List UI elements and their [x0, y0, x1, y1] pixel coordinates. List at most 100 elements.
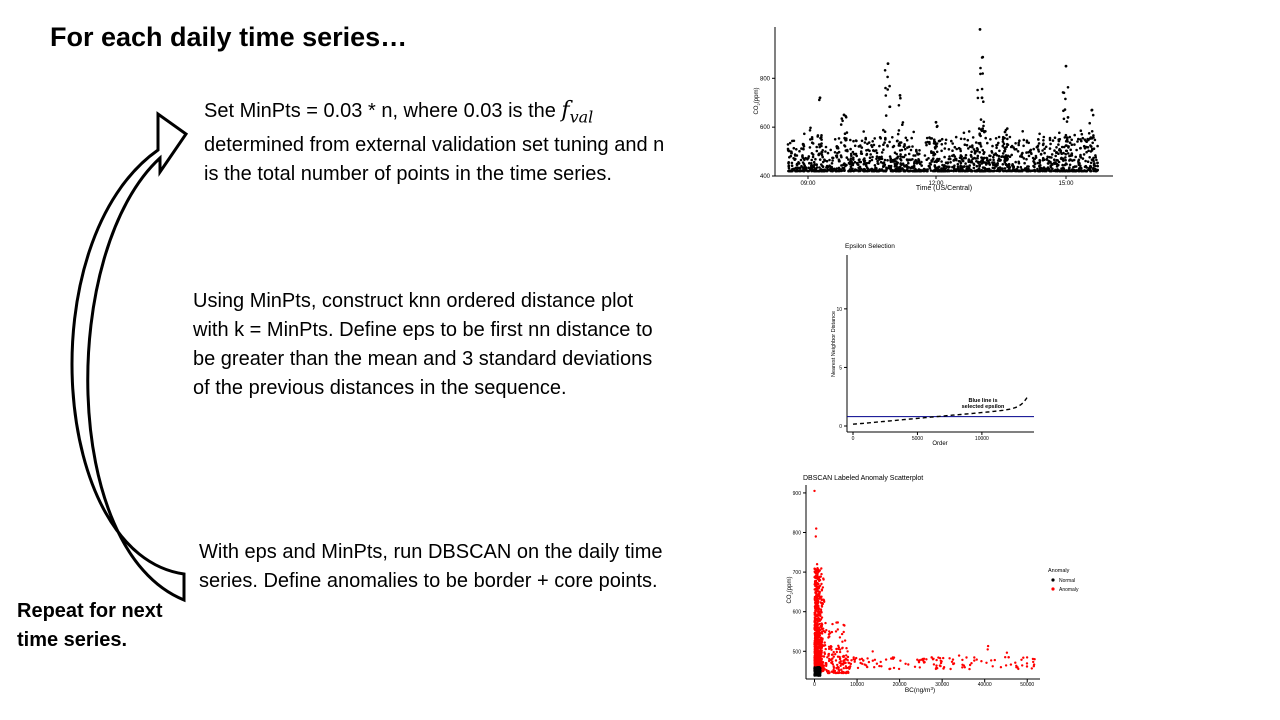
c1-point	[893, 162, 897, 166]
c1-point	[959, 160, 962, 163]
c1-point	[1073, 133, 1076, 137]
c3-point-anomaly	[820, 665, 823, 668]
c1-point	[1034, 156, 1038, 159]
c1-point	[895, 157, 898, 160]
c1-point	[1068, 166, 1071, 169]
c1-y-label-main: CO	[754, 105, 760, 114]
c1-point	[967, 147, 970, 150]
c1-point	[813, 169, 816, 173]
c1-point	[935, 159, 938, 162]
c1-point	[980, 56, 984, 59]
c1-point	[848, 168, 852, 171]
c3-point-anomaly	[816, 586, 819, 590]
c3-point-anomaly	[825, 629, 828, 632]
c1-point	[925, 136, 929, 140]
c1-point	[845, 137, 848, 140]
c1-point	[897, 104, 901, 107]
c3-point-anomaly	[837, 668, 840, 671]
c1-point	[798, 149, 801, 153]
c3-point-anomaly	[935, 664, 938, 667]
c1-point	[1026, 168, 1030, 171]
c1-point	[867, 169, 871, 173]
c1-point	[839, 141, 843, 144]
c1-point	[1001, 140, 1005, 143]
c1-point	[924, 168, 928, 171]
c1-point	[872, 149, 875, 152]
c1-point	[1068, 141, 1072, 144]
c1-point	[898, 94, 902, 97]
c1-point	[912, 164, 916, 167]
c3-point-anomaly	[814, 609, 818, 612]
c1-point	[1092, 163, 1096, 167]
c1-point	[843, 169, 846, 172]
c1-point	[810, 162, 813, 165]
c1-point	[899, 162, 902, 165]
c1-x-label: Time (US/Central)	[916, 185, 972, 192]
c1-point	[1022, 144, 1025, 148]
c1-point	[1070, 143, 1074, 146]
c1-point	[839, 123, 843, 126]
c1-point	[831, 159, 834, 162]
c2-annotation-line2: selected epsilon	[962, 404, 1005, 410]
c3-point-anomaly	[871, 659, 874, 662]
c1-point	[884, 94, 888, 97]
c1-point	[1045, 158, 1049, 161]
c1-point	[913, 169, 917, 173]
c3-x-tick-label: 30000	[935, 682, 949, 688]
c1-point	[986, 141, 989, 145]
c1-point	[884, 114, 888, 117]
c3-point-anomaly	[814, 614, 817, 617]
c1-point	[1089, 169, 1093, 173]
c3-point-anomaly	[942, 656, 945, 660]
c2-annotation-line1: Blue line is	[968, 398, 997, 404]
c1-point	[1080, 139, 1083, 143]
c3-point-anomaly	[834, 653, 837, 656]
c1-point	[1064, 158, 1067, 162]
c1-point	[953, 164, 956, 167]
c3-point-anomaly	[845, 658, 848, 661]
c1-point	[998, 149, 1001, 153]
c1-point	[925, 143, 928, 147]
c1-point	[1057, 160, 1061, 164]
c3-point-anomaly	[830, 630, 834, 634]
c1-point	[883, 69, 887, 72]
c3-point-anomaly	[842, 667, 845, 670]
c1-point	[905, 138, 909, 142]
c1-point	[842, 113, 846, 117]
c1-point	[884, 169, 887, 173]
c3-point-anomaly	[826, 671, 830, 675]
c1-point	[1027, 165, 1030, 168]
c3-point-anomaly	[948, 657, 951, 660]
c1-point	[875, 151, 879, 155]
c1-point	[851, 150, 855, 154]
c1-point	[831, 156, 835, 160]
c1-point	[1043, 147, 1046, 151]
c3-point-anomaly	[957, 654, 961, 657]
c3-point-anomaly	[818, 658, 821, 662]
c1-point	[903, 147, 907, 151]
c1-point	[801, 154, 804, 157]
c1-point	[843, 145, 847, 148]
c1-point	[1096, 144, 1099, 148]
c1-point	[850, 160, 853, 164]
step1-text-a: Set MinPts = 0.03 * n, where 0.03 is the	[204, 100, 562, 122]
c3-point-anomaly	[814, 648, 817, 651]
c1-point	[811, 155, 815, 159]
c3-point-anomaly	[873, 666, 876, 669]
c3-point-anomaly	[820, 567, 823, 570]
c3-point-anomaly	[1021, 664, 1024, 667]
c3-point-anomaly	[853, 660, 856, 663]
c1-point	[982, 124, 985, 128]
c1-point	[818, 166, 821, 169]
c1-point	[871, 169, 874, 172]
c1-ticks-group: 09:00 12:00 15:00 400 600 800	[760, 76, 1074, 187]
c3-point-anomaly	[899, 659, 902, 662]
c1-point	[1038, 167, 1042, 170]
c1-point	[992, 155, 995, 159]
c1-point	[1065, 139, 1069, 142]
c1-point	[947, 148, 951, 151]
c1-point	[956, 162, 960, 166]
c1-point	[897, 142, 901, 146]
c1-point	[888, 155, 892, 158]
c3-point-anomaly	[925, 658, 928, 661]
